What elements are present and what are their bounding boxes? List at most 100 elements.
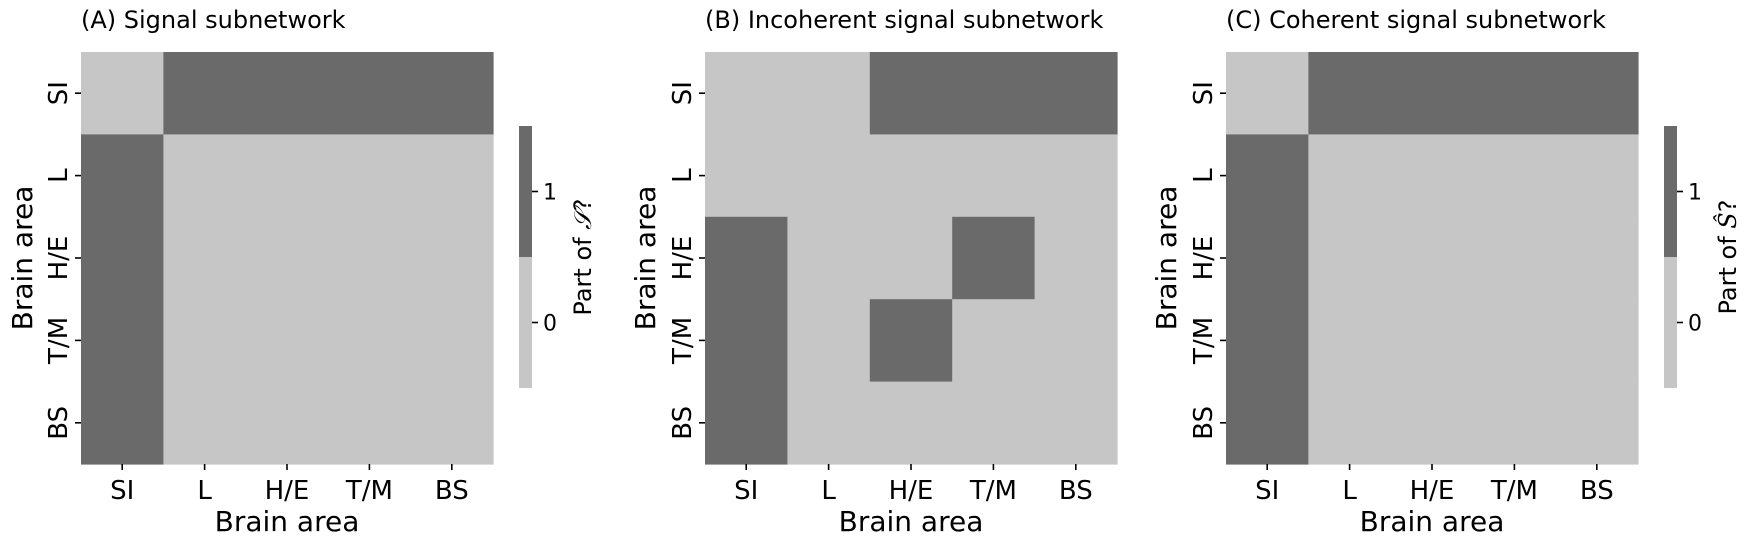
- y-tick-label: BS: [668, 406, 698, 440]
- panel-title: (A) Signal subnetwork: [81, 6, 346, 34]
- y-axis-label: Brain area: [629, 186, 662, 331]
- heatmap-cell-T/M-T/M: [1473, 299, 1557, 383]
- heatmap-cell-H/E-SI: [705, 216, 788, 300]
- heatmap-cell-SI-SI: [81, 52, 164, 135]
- y-tick-label: SI: [44, 81, 74, 105]
- x-tick-label: L: [821, 476, 836, 506]
- heatmap-cell-T/M-SI: [1226, 299, 1309, 383]
- heatmap-cell-SI-H/E: [245, 52, 329, 135]
- heatmap-cell-SI-L: [1308, 52, 1392, 135]
- y-tick-label: L: [1189, 168, 1219, 183]
- heatmap-cell-BS-L: [787, 381, 871, 465]
- heatmap-cell-H/E-H/E: [245, 216, 329, 300]
- heatmap-cell-BS-BS: [410, 381, 494, 465]
- heatmap-cell-T/M-H/E: [1390, 299, 1474, 383]
- heatmap-cell-SI-T/M: [328, 52, 412, 135]
- heatmap-cell-T/M-L: [787, 299, 871, 383]
- heatmap-cell-SI-BS: [1555, 52, 1639, 135]
- heatmap-cell-BS-SI: [1226, 381, 1309, 465]
- colorbar-tick-label: 0: [1688, 312, 1702, 337]
- heatmap-cell-L-SI: [1226, 134, 1309, 218]
- heatmap-cell-T/M-SI: [81, 299, 164, 383]
- heatmap-cell-H/E-H/E: [869, 216, 953, 300]
- colorbar-tick-label: 1: [1688, 181, 1702, 206]
- x-tick-label: BS: [1580, 476, 1614, 506]
- heatmap-cell-H/E-T/M: [1473, 216, 1557, 300]
- x-tick-label: L: [1342, 476, 1357, 506]
- heatmap-cell-H/E-L: [787, 216, 871, 300]
- heatmap-cell-H/E-T/M: [952, 216, 1036, 300]
- heatmap-cell-H/E-L: [1308, 216, 1392, 300]
- heatmap-cell-T/M-L: [163, 299, 247, 383]
- heatmap-cell-SI-H/E: [1390, 52, 1474, 135]
- x-tick-label: H/E: [265, 476, 310, 506]
- y-tick-label: T/M: [1189, 317, 1219, 365]
- x-tick-label: BS: [1059, 476, 1093, 506]
- heatmap-cell-BS-BS: [1555, 381, 1639, 465]
- y-tick-label: L: [44, 168, 74, 183]
- colorbar-label: Part of Ŝ?: [1713, 200, 1742, 315]
- heatmap-cell-T/M-H/E: [245, 299, 329, 383]
- y-tick-label: T/M: [668, 317, 698, 365]
- heatmap-cell-SI-BS: [1034, 52, 1118, 135]
- x-tick-label: SI: [1255, 476, 1279, 506]
- heatmap-cell-L-SI: [81, 134, 164, 218]
- y-axis-label: Brain area: [1150, 186, 1183, 331]
- heatmap-cell-L-T/M: [328, 134, 412, 218]
- y-tick-label: H/E: [668, 236, 698, 281]
- heatmap-cell-L-BS: [410, 134, 494, 218]
- colorbar-tick-label: 1: [543, 181, 557, 206]
- heatmap-cell-L-T/M: [952, 134, 1036, 218]
- colorbar-segment-0: [1664, 257, 1677, 388]
- heatmap-cell-L-H/E: [869, 134, 953, 218]
- heatmap-cell-T/M-H/E: [869, 299, 953, 383]
- colorbar: 0 1 Part of Ŝ?: [1664, 126, 1742, 388]
- heatmap-cell-L-BS: [1555, 134, 1639, 218]
- x-tick-label: H/E: [1410, 476, 1455, 506]
- heatmap-cell-H/E-BS: [1034, 216, 1118, 300]
- x-tick-label: SI: [734, 476, 758, 506]
- y-tick-label: L: [668, 168, 698, 183]
- heatmap-cell-H/E-BS: [410, 216, 494, 300]
- x-tick-label: H/E: [889, 476, 934, 506]
- heatmap-cell-T/M-SI: [705, 299, 788, 383]
- x-tick-label: BS: [435, 476, 469, 506]
- x-axis-label: Brain area: [1360, 505, 1505, 538]
- panel-title: (C) Coherent signal subnetwork: [1226, 6, 1606, 34]
- heatmap-cell-L-BS: [1034, 134, 1118, 218]
- heatmap-cell-BS-H/E: [245, 381, 329, 465]
- heatmap-cell-H/E-SI: [1226, 216, 1309, 300]
- y-tick-label: H/E: [44, 236, 74, 281]
- heatmap-cell-T/M-T/M: [952, 299, 1036, 383]
- x-tick-label: T/M: [969, 476, 1017, 506]
- x-tick-label: T/M: [1490, 476, 1538, 506]
- y-axis-label: Brain area: [6, 186, 39, 331]
- heatmap-cell-L-L: [163, 134, 247, 218]
- x-axis-label: Brain area: [839, 505, 984, 538]
- heatmap-cell-H/E-L: [163, 216, 247, 300]
- y-tick-label: SI: [1189, 81, 1219, 105]
- colorbar-segment-0: [519, 257, 532, 388]
- x-tick-label: SI: [110, 476, 134, 506]
- heatmap-cell-BS-T/M: [952, 381, 1036, 465]
- heatmap-cell-BS-T/M: [1473, 381, 1557, 465]
- heatmap-cell-H/E-H/E: [1390, 216, 1474, 300]
- heatmap-cell-L-T/M: [1473, 134, 1557, 218]
- heatmap-cell-BS-H/E: [869, 381, 953, 465]
- heatmap-cell-SI-SI: [705, 52, 788, 135]
- heatmap-cell-L-H/E: [245, 134, 329, 218]
- heatmap-cell-T/M-L: [1308, 299, 1392, 383]
- heatmap-cell-L-L: [787, 134, 871, 218]
- heatmap-cell-H/E-T/M: [328, 216, 412, 300]
- heatmap-cell-BS-T/M: [328, 381, 412, 465]
- y-tick-label: T/M: [44, 317, 74, 365]
- heatmap-cell-SI-SI: [1226, 52, 1309, 135]
- heatmap-cell-L-H/E: [1390, 134, 1474, 218]
- colorbar-segment-1: [1664, 126, 1677, 257]
- heatmap-cell-SI-T/M: [952, 52, 1036, 135]
- heatmap-cell-SI-L: [787, 52, 871, 135]
- heatmap-cell-SI-T/M: [1473, 52, 1557, 135]
- colorbar-label: Part of 𝒮?: [569, 198, 597, 315]
